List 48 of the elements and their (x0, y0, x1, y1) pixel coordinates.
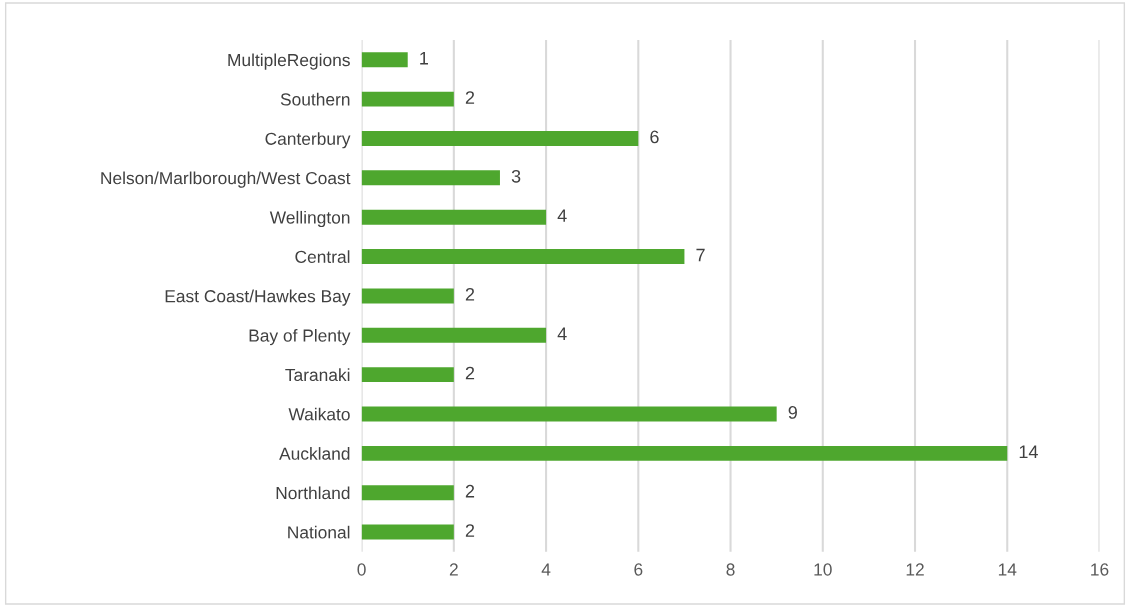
bar (361, 209, 547, 225)
data-label: 14 (1019, 445, 1038, 459)
y-tick-label: Auckland (279, 447, 350, 460)
bar (361, 367, 454, 383)
bar (361, 445, 1008, 461)
data-label: 2 (465, 484, 475, 498)
bar (361, 130, 639, 146)
y-tick-label: Central (295, 250, 350, 264)
x-tick-label: 4 (541, 563, 551, 576)
y-tick-label: Taranaki (285, 368, 350, 382)
data-label: 4 (557, 209, 567, 222)
data-label: 4 (557, 327, 567, 340)
data-label: 2 (465, 287, 475, 301)
bar (361, 91, 454, 107)
bar (361, 406, 777, 422)
y-tick-label: Northland (276, 486, 350, 500)
y-tick-label: National (288, 525, 350, 539)
y-tick-label: Southern (280, 92, 350, 106)
x-tick-label: 0 (357, 563, 366, 576)
bar (361, 524, 454, 540)
x-tick-label: 8 (726, 563, 735, 576)
data-label: 9 (788, 406, 797, 419)
x-tick-label: 10 (814, 563, 832, 576)
bar (361, 288, 454, 304)
data-label: 2 (465, 524, 475, 537)
data-label: 6 (650, 130, 659, 144)
data-label: 7 (696, 248, 705, 262)
x-tick-label: 14 (998, 563, 1017, 576)
y-tick-label: Canterbury (265, 132, 351, 149)
data-label: 1 (420, 51, 428, 65)
y-tick-label: Nelson/Marlborough/West Coast (101, 171, 351, 188)
bar (361, 485, 454, 501)
y-tick-label: Wellington (269, 210, 350, 228)
bar (361, 249, 685, 265)
x-tick-label: 2 (449, 563, 458, 576)
bar (361, 52, 408, 68)
bar (361, 170, 500, 186)
y-tick-label: Waikato (288, 407, 350, 421)
x-tick-label: 12 (906, 563, 924, 576)
y-tick-label: East Coast/Hawkes Bay (165, 289, 351, 306)
y-tick-label: Bay of Plenty (249, 328, 351, 346)
bar (361, 327, 547, 343)
data-label: 2 (465, 366, 475, 380)
x-tick-label: 16 (1091, 563, 1109, 576)
y-tick-label: MultipleRegions (228, 53, 350, 70)
x-tick-label: 6 (634, 563, 643, 576)
data-label: 3 (511, 169, 521, 183)
data-label: 2 (465, 91, 475, 104)
